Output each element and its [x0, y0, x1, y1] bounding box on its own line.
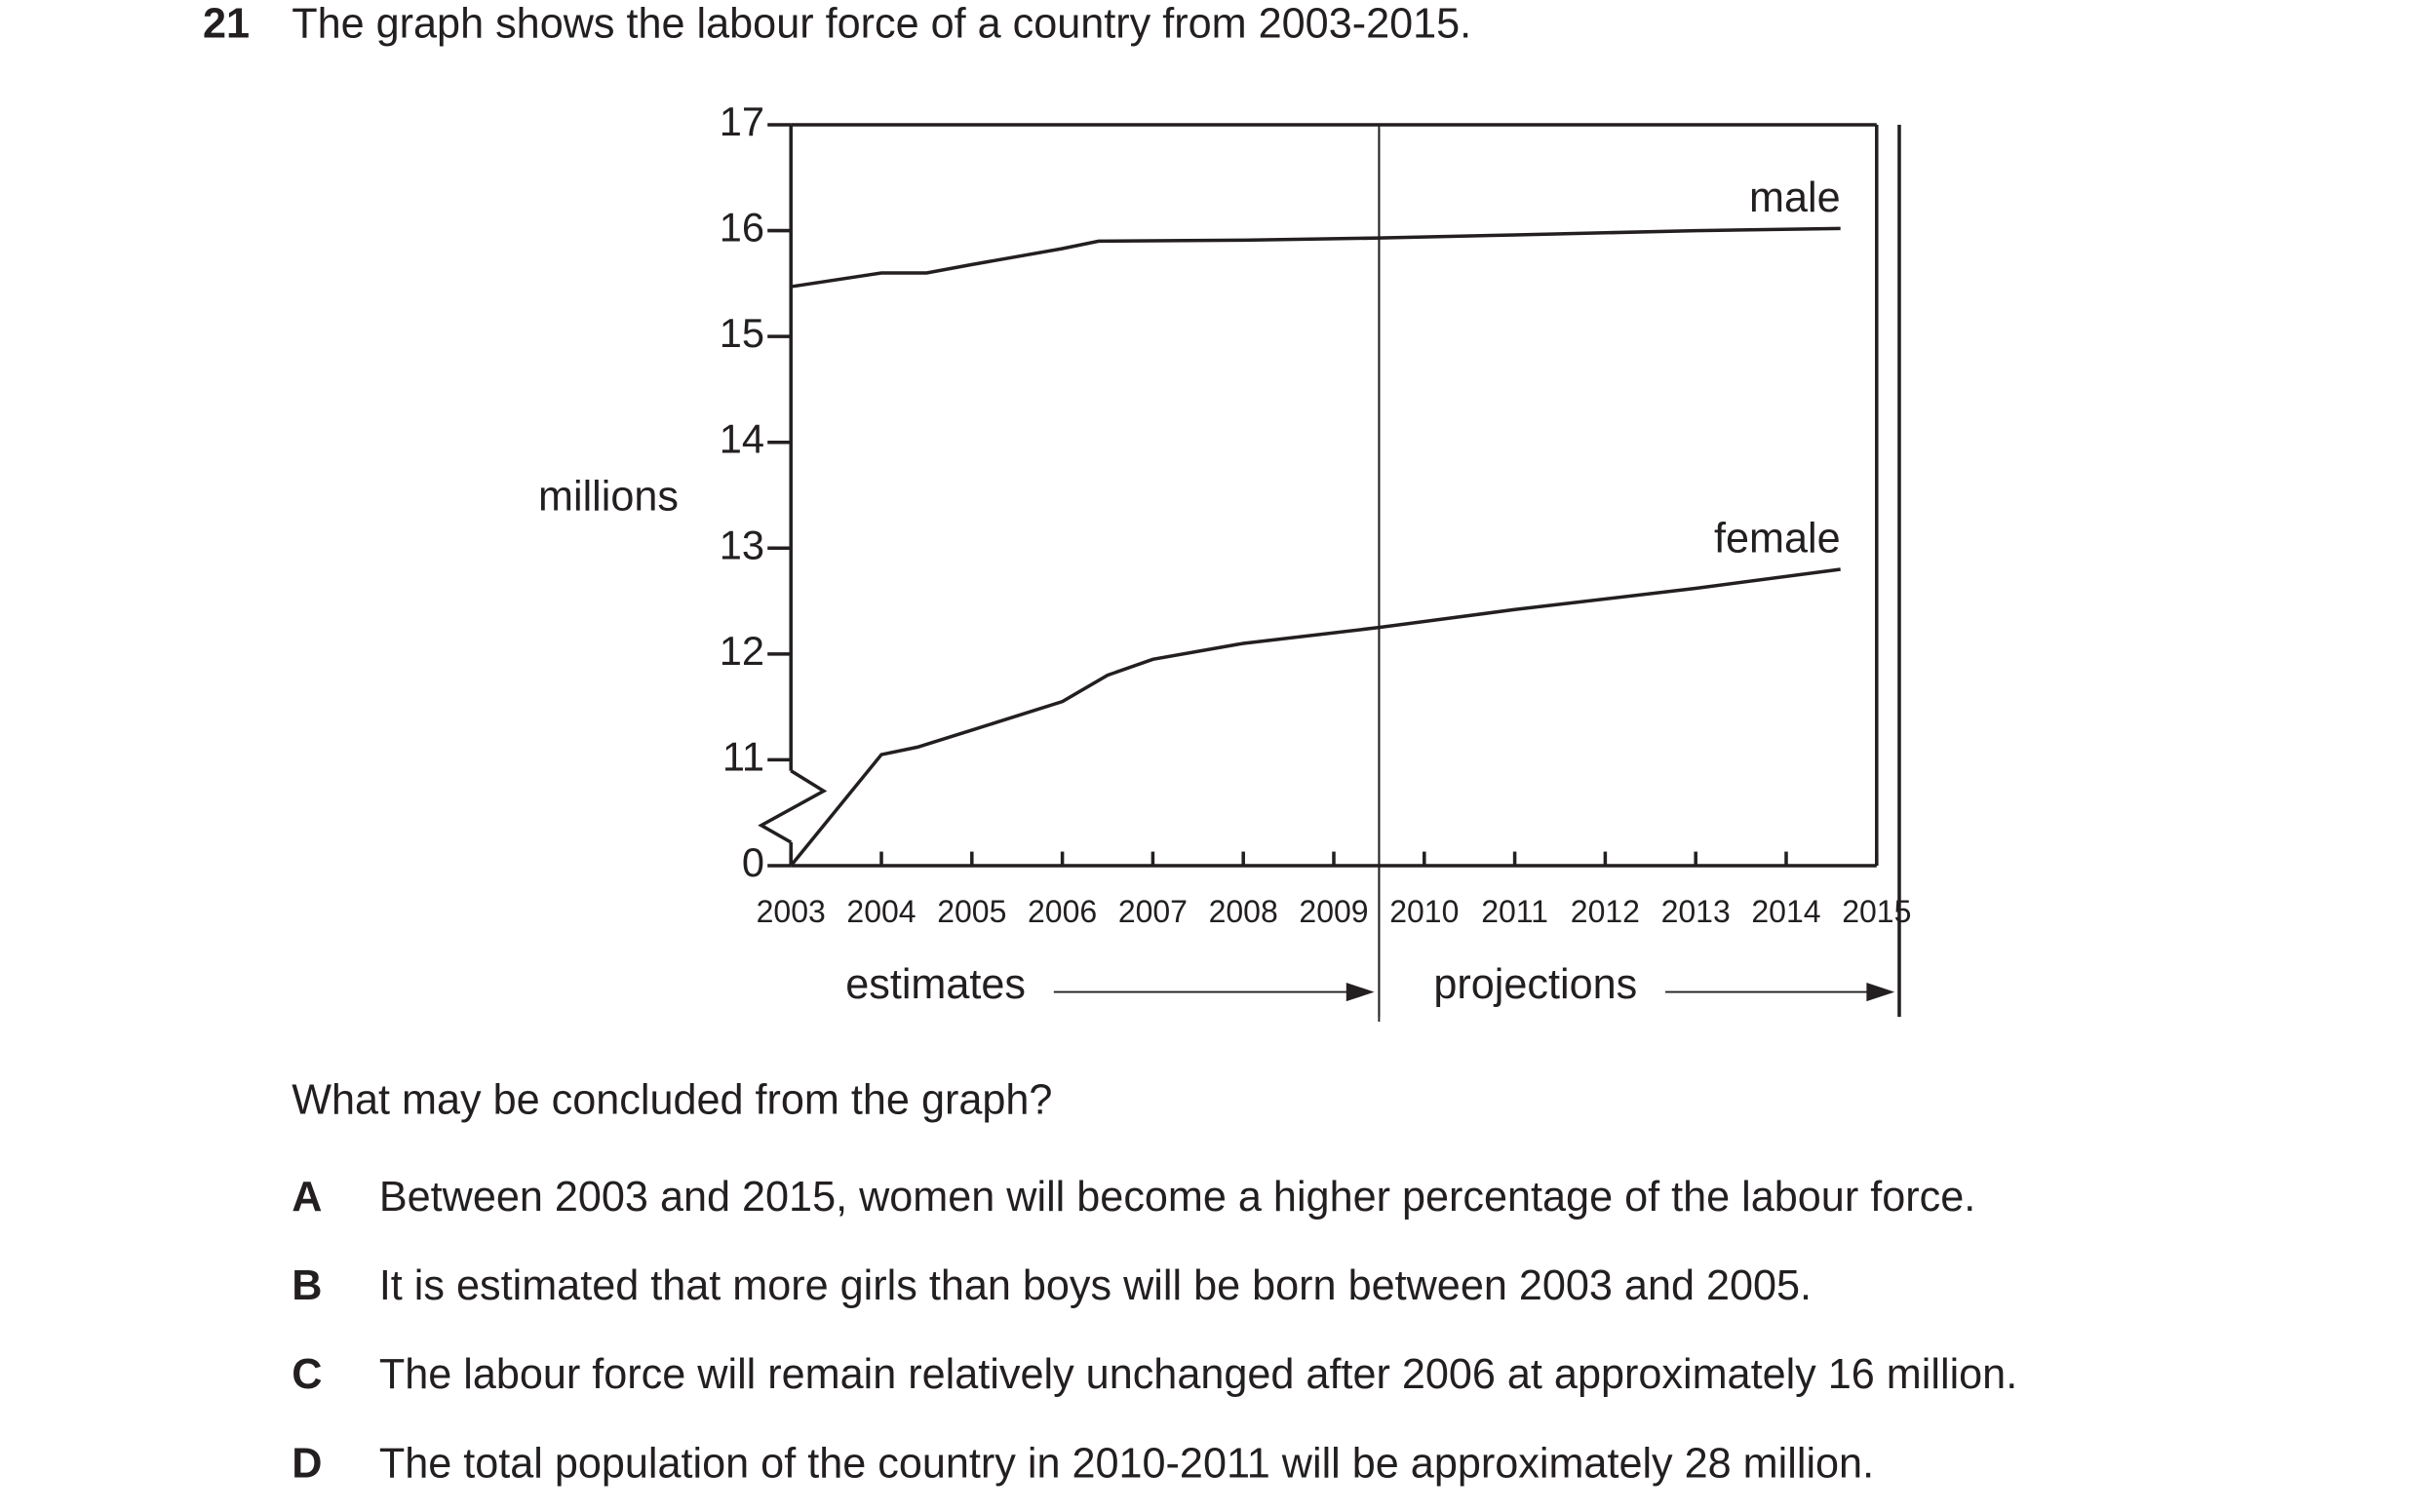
region-label: estimates: [845, 961, 1026, 1008]
x-tick-label: 2003: [757, 894, 826, 929]
x-tick-label: 2008: [1209, 894, 1278, 929]
x-tick-label: 2012: [1571, 894, 1640, 929]
x-tick-label: 2009: [1299, 894, 1368, 929]
series-line: [790, 226, 1841, 289]
option-letter: A: [292, 1174, 322, 1221]
arrow-head: [1346, 982, 1375, 1002]
option-text: Between 2003 and 2015, women will become…: [379, 1174, 1975, 1221]
y-tick-label: 0: [742, 839, 764, 885]
y-tick-label: 17: [720, 98, 764, 144]
series-label: male: [1749, 174, 1841, 221]
y-axis-label: millions: [538, 473, 679, 520]
option-letter: D: [292, 1440, 322, 1487]
axis-break: [758, 769, 828, 844]
x-tick-label: 2013: [1661, 894, 1731, 929]
x-tick-label: 2006: [1028, 894, 1097, 929]
question-stem: The graph shows the labour force of a co…: [292, 1, 1471, 48]
y-tick-label: 13: [720, 522, 764, 567]
x-tick-label: 2010: [1389, 894, 1459, 929]
arrow-head: [1866, 982, 1895, 1002]
series-line: [789, 567, 1841, 868]
series-label: female: [1714, 516, 1841, 562]
question-number: 21: [203, 1, 250, 48]
option-text: It is estimated that more girls than boy…: [379, 1262, 1812, 1309]
region-label: projections: [1433, 961, 1637, 1008]
option-text: The labour force will remain relatively …: [379, 1351, 2017, 1398]
x-tick-label: 2007: [1118, 894, 1188, 929]
option-letter: C: [292, 1351, 322, 1398]
y-tick-label: 11: [722, 733, 764, 779]
option-letter: B: [292, 1262, 322, 1309]
y-tick-label: 14: [720, 416, 764, 462]
option-text: The total population of the country in 2…: [379, 1440, 1874, 1487]
x-tick-label: 2011: [1481, 894, 1548, 929]
x-tick-label: 2005: [937, 894, 1006, 929]
x-tick-label: 2004: [846, 894, 916, 929]
y-tick-label: 12: [720, 628, 764, 674]
question-prompt: What may be concluded from the graph?: [292, 1077, 1052, 1124]
y-tick-label: 16: [720, 205, 764, 251]
y-tick-label: 15: [720, 310, 764, 356]
x-tick-label: 2014: [1751, 894, 1820, 929]
